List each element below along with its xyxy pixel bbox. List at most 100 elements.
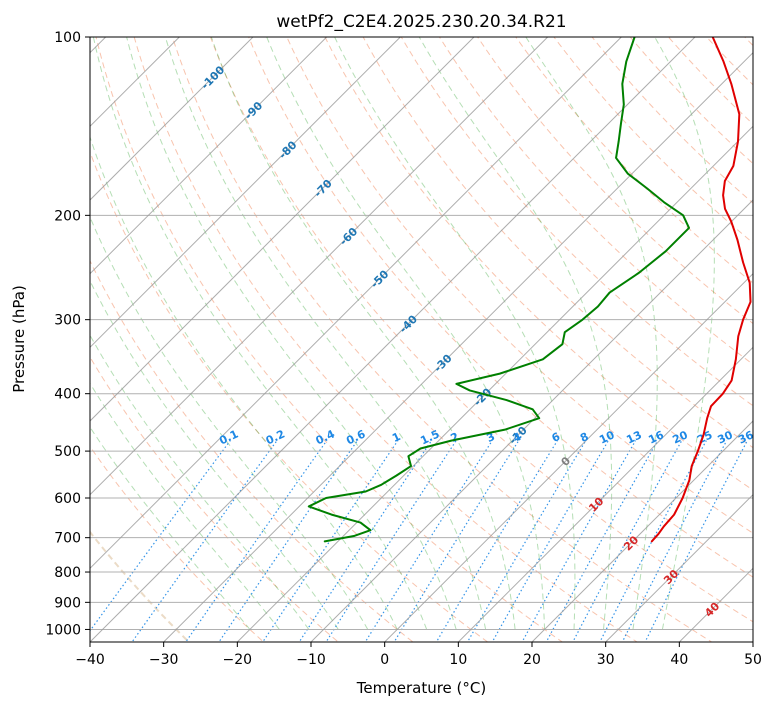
mixing-ratio-line — [90, 440, 231, 632]
y-tick-label: 200 — [54, 208, 81, 224]
plot-frame — [89, 36, 754, 643]
y-tick-label: 300 — [54, 313, 81, 329]
mixing-ratio-line — [521, 440, 637, 642]
mixing-ratio-line — [131, 440, 278, 642]
x-tick-label: −40 — [75, 652, 105, 668]
isotherm-line — [384, 272, 753, 642]
mixing-ratio-label: 36 — [736, 428, 756, 446]
x-tick-label: 30 — [597, 652, 615, 668]
mixing-ratio-line — [325, 440, 457, 642]
mixing-ratio-line — [364, 440, 493, 642]
y-axis-title: Pressure (hPa) — [10, 285, 28, 393]
moist-adiabat-line — [654, 37, 715, 630]
y-tick-label: 900 — [54, 595, 81, 611]
y-tick-label: 800 — [54, 565, 81, 581]
moist-adiabat-line — [266, 37, 546, 630]
y-tick-label: 1000 — [45, 622, 81, 638]
dry-adiabat-line — [90, 259, 414, 642]
dry-adiabat-line — [515, 37, 753, 284]
isotherm-line — [236, 125, 753, 642]
dry-adiabat-line — [209, 37, 753, 623]
x-axis-ticks: −40 −30 −20 −10 0 10 20 30 40 50 — [75, 642, 762, 668]
mixing-ratio-line — [262, 440, 399, 642]
moist-adiabat-line — [90, 334, 310, 630]
mixing-ratio-line — [621, 440, 728, 642]
x-tick-label: −10 — [296, 652, 326, 668]
mixing-ratio-line — [545, 440, 659, 642]
dry-adiabat-line — [90, 150, 489, 642]
dewpoint-profile-line — [307, 37, 691, 543]
dry-adiabat-line — [90, 356, 339, 642]
y-tick-label: 400 — [54, 387, 81, 403]
mixing-ratio-line — [644, 440, 748, 642]
isotherm-line — [90, 37, 328, 275]
plot-area: -100-90-80-70-60-50-40-30-20-10010203040… — [90, 37, 756, 642]
moist-adiabat-line — [90, 382, 280, 630]
moist-adiabat-line — [334, 37, 576, 630]
mixing-ratio-line — [491, 440, 609, 642]
mixing-ratio-label: 13 — [624, 428, 643, 446]
dry-adiabat-line — [324, 37, 753, 491]
dry-adiabat-line — [90, 445, 265, 642]
mixing-ratio-line — [298, 440, 432, 642]
moist-adiabat-line — [210, 37, 516, 630]
isotherm-line — [90, 37, 696, 642]
x-axis-title: Temperature (°C) — [356, 679, 486, 697]
dry-adiabat-line — [248, 37, 753, 578]
x-tick-label: 10 — [449, 652, 467, 668]
y-axis-ticks: 100 200 300 400 500 600 700 800 900 1000 — [45, 30, 90, 638]
dry-adiabat-line — [95, 37, 564, 642]
mixing-ratio-label: 30 — [716, 428, 736, 446]
isotherm-line — [90, 37, 401, 349]
moist-adiabat-line — [92, 37, 428, 630]
isotherm-line — [163, 51, 753, 642]
isotherm-line — [310, 199, 753, 642]
x-tick-label: 0 — [380, 652, 389, 668]
x-tick-label: 40 — [670, 652, 688, 668]
moist-adiabat-line — [126, 37, 457, 630]
mixing-ratio-label: 16 — [646, 428, 666, 446]
x-tick-label: 50 — [744, 652, 762, 668]
mixing-ratio-label: 25 — [695, 428, 714, 446]
isotherm-line — [90, 37, 622, 570]
temperature-profile-line — [650, 37, 752, 543]
moist-adiabat-line — [164, 37, 487, 630]
y-tick-label: 100 — [54, 30, 81, 46]
mixing-ratio-line — [599, 440, 707, 642]
isotherm-line — [531, 420, 753, 642]
mixing-ratio-label: 20 — [671, 428, 691, 446]
x-tick-label: 20 — [523, 652, 541, 668]
mixing-ratio-line — [435, 440, 558, 642]
moist-adiabats — [90, 37, 715, 630]
x-tick-label: −30 — [149, 652, 179, 668]
moist-adiabat-line — [90, 279, 339, 630]
isotherm-line — [90, 37, 254, 201]
dry-adiabat-line — [362, 37, 753, 449]
moist-adiabat-line — [525, 37, 658, 630]
y-tick-label: 500 — [54, 444, 81, 460]
x-tick-label: −20 — [223, 652, 253, 668]
isotherm-line — [90, 37, 549, 496]
moist-adiabat-line — [90, 135, 398, 630]
y-tick-label: 700 — [54, 531, 81, 547]
mixing-ratio-line — [466, 440, 587, 642]
isobar-grid — [90, 37, 753, 630]
profile-series — [307, 37, 752, 543]
dry-adiabat-line — [171, 37, 713, 642]
y-tick-label: 600 — [54, 491, 81, 507]
mixing-ratio-lines — [90, 440, 748, 642]
moist-adiabat-line — [418, 37, 613, 630]
isotherm-line — [605, 493, 753, 642]
chart-title: wetPf2_C2E4.2025.230.20.34.R21 — [276, 12, 566, 32]
mixing-ratio-label: 10 — [597, 428, 617, 446]
mixing-ratio-line — [572, 440, 683, 642]
isotherm-grid — [90, 37, 753, 642]
dry-adiabat-line — [90, 530, 191, 642]
isotherm-line — [90, 37, 475, 422]
moist-adiabat-line — [90, 215, 369, 630]
moist-adiabat-line — [90, 426, 251, 630]
isotherm-line — [457, 346, 753, 642]
dry-adiabat-line — [133, 37, 638, 642]
